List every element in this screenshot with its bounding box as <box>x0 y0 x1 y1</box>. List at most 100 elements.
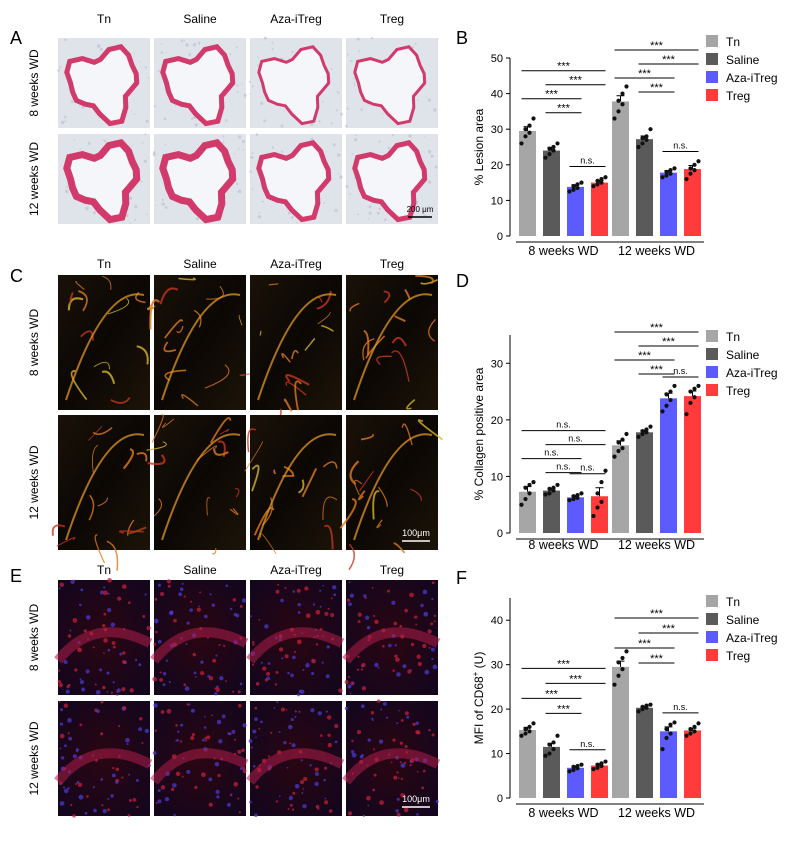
stained-cell <box>348 581 351 584</box>
stained-cell <box>360 668 364 671</box>
collagen-fiber <box>93 361 110 370</box>
data-point <box>595 765 600 770</box>
data-point <box>648 424 653 429</box>
tissue-speck <box>370 36 374 40</box>
row-label: 8 weeks WD <box>27 308 41 376</box>
stained-cell <box>431 581 435 585</box>
data-point <box>527 491 532 496</box>
stained-cell <box>217 773 221 778</box>
stained-cell <box>129 688 134 693</box>
collagen-fiber <box>219 428 230 435</box>
stained-cell <box>202 738 205 742</box>
column-label: Treg <box>380 257 404 271</box>
stained-cell <box>155 630 158 634</box>
stained-cell <box>404 744 408 749</box>
tissue-speck <box>134 205 138 209</box>
data-point <box>595 178 600 183</box>
stained-cell <box>117 596 122 601</box>
stained-cell <box>229 794 232 797</box>
stained-cell <box>371 586 374 589</box>
stained-cell <box>211 714 213 717</box>
tissue-speck <box>122 221 124 223</box>
tissue-band <box>342 627 441 664</box>
stained-cell <box>177 730 180 733</box>
stained-cell <box>208 777 213 782</box>
collagen-fiber <box>393 542 406 554</box>
bar <box>591 182 608 236</box>
bar <box>519 730 536 798</box>
stained-cell <box>374 619 379 625</box>
stained-cell <box>254 813 258 818</box>
data-point <box>547 486 552 491</box>
significance-label: *** <box>650 608 664 620</box>
stained-cell <box>103 586 106 589</box>
stained-cell <box>371 717 374 720</box>
data-point <box>692 386 697 391</box>
stained-cell <box>258 727 261 730</box>
stained-cell <box>292 791 296 795</box>
data-point <box>591 513 596 519</box>
stained-cell <box>63 659 68 664</box>
collagen-fiber <box>294 380 302 411</box>
tissue-speck <box>427 180 432 184</box>
group-label: 12 weeks WD <box>618 806 695 820</box>
collagen-fiber <box>322 496 338 521</box>
stained-cell <box>288 724 293 730</box>
stained-cell <box>317 711 322 716</box>
tissue-speck <box>434 165 438 169</box>
tissue-speck <box>147 157 150 159</box>
tissue-speck <box>57 69 60 72</box>
tissue-speck <box>257 64 260 67</box>
stained-cell <box>402 664 407 669</box>
stained-cell <box>103 638 108 643</box>
stained-cell <box>118 725 121 728</box>
stained-cell <box>85 669 90 674</box>
stained-cell <box>67 732 70 735</box>
tissue-speck <box>337 91 340 94</box>
stained-cell <box>196 607 201 612</box>
data-point <box>612 682 617 687</box>
stained-cell <box>284 586 287 589</box>
stained-cell <box>281 657 284 660</box>
significance-label: *** <box>545 688 559 700</box>
significance-label: n.s. <box>580 739 595 749</box>
tissue-speck <box>141 141 144 144</box>
y-tick-label: 30 <box>491 124 503 136</box>
collagen-fiber <box>357 490 366 501</box>
tissue-speck <box>164 143 167 146</box>
stained-cell <box>255 736 257 739</box>
stained-cell <box>85 615 91 620</box>
scale-bar-label: 200 μm <box>407 205 434 214</box>
bar <box>591 496 608 533</box>
stained-cell <box>349 692 352 695</box>
tissue-speck <box>60 120 65 125</box>
stained-cell <box>168 680 171 683</box>
tissue-speck <box>271 41 274 44</box>
stained-cell <box>139 717 143 721</box>
collagen-fiber <box>251 464 260 492</box>
y-tick-label: 0 <box>497 528 503 540</box>
micrograph-tile <box>54 700 153 818</box>
tissue-speck <box>349 193 352 195</box>
stained-cell <box>107 592 110 595</box>
column-label: Saline <box>183 257 217 271</box>
stained-cell <box>162 683 166 687</box>
vessel-wall <box>256 140 332 223</box>
tissue-speck <box>162 198 164 201</box>
tissue-speck <box>63 115 67 119</box>
stained-cell <box>225 680 227 682</box>
collagen-fiber <box>244 441 263 472</box>
data-point <box>579 491 584 496</box>
stained-cell <box>417 662 422 667</box>
collagen-fiber <box>339 498 357 529</box>
data-point <box>640 136 645 141</box>
micrograph-tile <box>152 134 246 224</box>
data-point <box>684 733 689 738</box>
stained-cell <box>173 813 176 817</box>
stained-cell <box>237 797 240 800</box>
stained-cell <box>356 730 362 735</box>
data-point <box>648 127 653 132</box>
stained-cell <box>129 799 132 802</box>
stained-cell <box>223 644 226 647</box>
bar <box>636 707 653 798</box>
